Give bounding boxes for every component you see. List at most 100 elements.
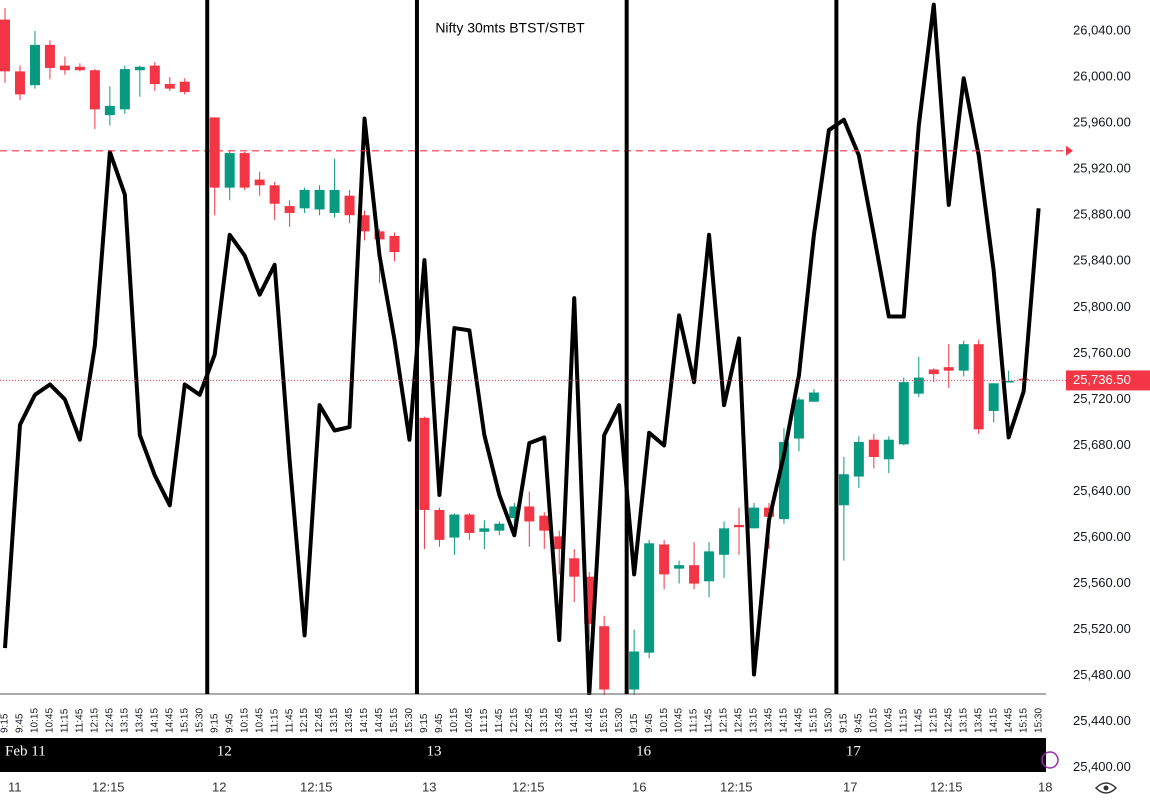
candle-body (958, 344, 969, 371)
x-tick-label: 14:45 (584, 708, 595, 733)
candle-body (344, 195, 355, 216)
bottom-label: 17 (843, 779, 857, 794)
eye-icon[interactable] (1094, 782, 1118, 794)
candle-body (659, 544, 670, 575)
candle-body (644, 543, 655, 653)
x-tick-label: 13:45 (764, 708, 775, 733)
y-tick-label: 25,520.00 (1073, 621, 1131, 636)
y-tick-label: 25,800.00 (1073, 299, 1131, 314)
x-tick-label: 15:15 (1018, 708, 1029, 733)
x-tick-label: 15:30 (404, 708, 415, 733)
candle-body (224, 153, 235, 188)
x-tick-label: 12:45 (943, 708, 954, 733)
candle-body (793, 399, 804, 439)
candle-body (179, 81, 190, 93)
y-tick-label: 25,480.00 (1073, 667, 1131, 682)
candle-body (374, 231, 385, 240)
x-tick-label: 11:45 (75, 708, 86, 733)
x-tick-label: 13:15 (749, 708, 760, 733)
y-tick-label: 25,560.00 (1073, 575, 1131, 590)
x-tick-label: 11:45 (284, 708, 295, 733)
candle-body (973, 344, 984, 430)
candle-body (314, 189, 325, 210)
candle-body (943, 367, 954, 371)
candle-body (524, 506, 535, 522)
candle-body (928, 369, 939, 375)
x-tick-label: 15:15 (389, 708, 400, 733)
candle-body (719, 528, 730, 555)
candle-body (868, 439, 879, 457)
x-tick-label: 10:15 (868, 708, 879, 733)
x-tick-label: 10:45 (45, 708, 56, 733)
x-tick-label: 9:45 (854, 713, 865, 733)
bottom-label: 12:15 (512, 779, 545, 794)
x-tick-label: 13:15 (958, 708, 969, 733)
y-tick-label: 26,040.00 (1073, 23, 1131, 38)
day-band (0, 738, 1046, 772)
candle-body (509, 506, 520, 518)
x-tick-label: 14:15 (569, 708, 580, 733)
bottom-label: 12 (212, 779, 226, 794)
bottom-label: 13 (422, 779, 436, 794)
candle-body (749, 507, 759, 529)
x-tick-label: 15:15 (809, 708, 820, 733)
x-tick-label: 13:15 (539, 708, 550, 733)
x-tick-label: 11:15 (60, 708, 71, 733)
candle-body (419, 417, 430, 510)
candle-body (89, 70, 100, 110)
y-tick-label: 25,880.00 (1073, 207, 1131, 222)
x-tick-label: 14:15 (149, 708, 160, 733)
candle-body (119, 69, 130, 110)
y-tick-label: 25,400.00 (1073, 759, 1131, 774)
candle-body (1003, 381, 1014, 383)
candle-body (539, 515, 550, 531)
bottom-label: 16 (632, 779, 646, 794)
x-tick-label: 10:15 (30, 708, 41, 733)
candle-body (704, 551, 715, 582)
last-price-box (1066, 370, 1150, 391)
bottom-label: 11 (8, 779, 22, 794)
candle-body (808, 392, 819, 402)
candle-body (329, 189, 340, 213)
x-tick-label: 14:45 (164, 708, 175, 733)
x-tick-label: 11:45 (494, 708, 505, 733)
y-tick-label: 25,640.00 (1073, 483, 1131, 498)
y-tick-label: 25,440.00 (1073, 713, 1131, 728)
x-tick-label: 9:15 (209, 713, 220, 733)
x-tick-label: 14:15 (779, 708, 790, 733)
y-tick-label: 26,000.00 (1073, 69, 1131, 84)
x-tick-label: 14:45 (1003, 708, 1014, 733)
x-tick-label: 12:15 (719, 708, 730, 733)
candle-body (29, 44, 40, 86)
x-tick-label: 10:45 (254, 708, 265, 733)
x-tick-label: 10:45 (464, 708, 475, 733)
candle-body (599, 626, 610, 690)
candle-body (913, 377, 924, 394)
x-tick-label: 14:15 (988, 708, 999, 733)
x-tick-label: 12:45 (734, 708, 745, 733)
y-tick-label: 25,960.00 (1073, 115, 1131, 130)
x-tick-label: 9:15 (419, 713, 430, 733)
x-tick-label: 15:15 (179, 708, 190, 733)
bottom-label: 12:15 (300, 779, 333, 794)
day-label: 16 (636, 743, 652, 759)
bottom-label: 12:15 (930, 779, 963, 794)
candle-body (584, 576, 595, 624)
x-tick-label: 14:45 (794, 708, 805, 733)
candle-body (689, 565, 700, 584)
x-tick-label: 14:15 (359, 708, 370, 733)
x-tick-label: 9:45 (434, 713, 445, 733)
candle-body (254, 179, 265, 186)
x-tick-label: 13:15 (119, 708, 130, 733)
candle-body (239, 153, 250, 188)
candle-body (898, 382, 909, 445)
candle-body (838, 474, 849, 506)
x-tick-label: 13:15 (329, 708, 340, 733)
x-tick-label: 13:45 (554, 708, 565, 733)
indicator-icon[interactable] (1041, 751, 1059, 769)
x-tick-label: 10:15 (449, 708, 460, 733)
candle-body (674, 565, 685, 569)
x-tick-label: 10:15 (659, 708, 670, 733)
